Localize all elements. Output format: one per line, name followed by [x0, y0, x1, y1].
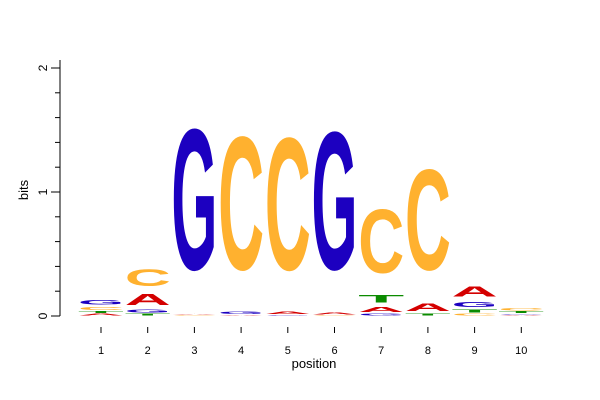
letter-G: G: [498, 314, 544, 315]
x-axis-label: position: [292, 356, 337, 371]
logo-column-6: CAG: [312, 90, 358, 316]
y-axis-ticks: 0 1 2: [36, 64, 60, 319]
y-axis-label: bits: [16, 179, 31, 200]
letter-C: C: [171, 315, 217, 316]
x-tick-label: 4: [238, 345, 244, 357]
letter-A: A: [171, 314, 217, 315]
logo-column-5: GAC: [265, 98, 311, 316]
logo-column-8: TAC: [405, 139, 451, 316]
letter-A: A: [498, 315, 544, 316]
letter-G: G: [265, 315, 311, 316]
letter-T: T: [358, 293, 404, 305]
letter-T: T: [125, 314, 171, 316]
letter-A: A: [265, 311, 311, 315]
letter-T: T: [498, 311, 544, 313]
letter-G: G: [171, 89, 217, 313]
letter-C: C: [405, 139, 451, 301]
letter-G: G: [358, 314, 404, 316]
x-tick-label: 8: [425, 345, 431, 357]
letter-A: A: [405, 301, 451, 313]
letter-G: G: [218, 311, 264, 315]
logo-column-3: CAG: [171, 89, 217, 316]
letter-C: C: [452, 313, 498, 316]
letter-A: A: [312, 312, 358, 315]
letter-A: A: [125, 291, 171, 308]
letter-G: G: [78, 299, 124, 306]
letter-A: A: [78, 313, 124, 316]
y-tick-label: 1: [36, 188, 50, 195]
letter-C: C: [265, 98, 311, 310]
letter-A: A: [452, 284, 498, 300]
x-tick-label: 6: [331, 345, 337, 357]
x-tick-label: 10: [515, 345, 527, 357]
letter-G: G: [452, 300, 498, 309]
logo-column-4: AGC: [218, 97, 264, 316]
x-tick-label: 1: [98, 345, 104, 357]
letter-T: T: [452, 309, 498, 314]
letter-G: G: [125, 309, 171, 314]
letter-T: T: [78, 311, 124, 313]
x-tick-label: 3: [191, 345, 197, 357]
letter-A: A: [218, 315, 264, 316]
letter-C: C: [218, 97, 264, 310]
letter-C: C: [78, 306, 124, 311]
x-tick-label: 5: [285, 345, 291, 357]
y-tick-label: 2: [36, 64, 50, 71]
letter-A: A: [358, 305, 404, 314]
letter-C: C: [312, 315, 358, 316]
letter-T: T: [405, 314, 451, 316]
letter-C: C: [498, 307, 544, 311]
x-tick-label: 9: [472, 345, 478, 357]
y-tick-label: 0: [36, 312, 50, 319]
x-tick-label: 7: [378, 345, 384, 357]
x-axis-ticks: 1 2 3 4 5 6 7 8 9 10: [98, 327, 527, 357]
letter-G: G: [312, 90, 358, 311]
x-tick-label: 2: [145, 345, 151, 357]
letter-C: C: [125, 264, 171, 291]
letter-C: C: [358, 190, 404, 292]
